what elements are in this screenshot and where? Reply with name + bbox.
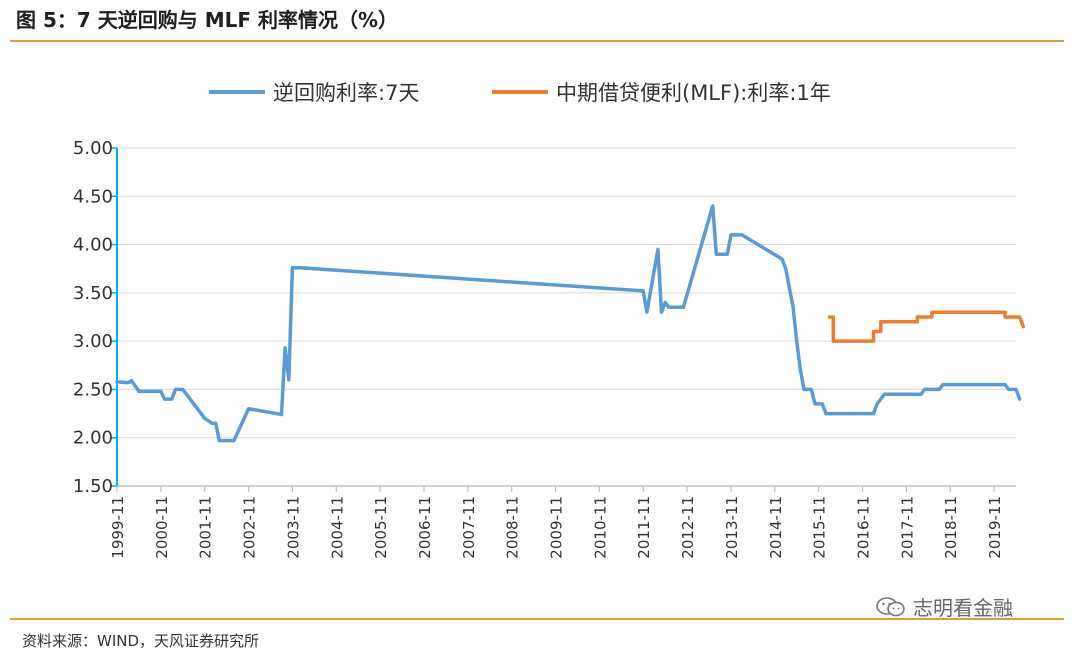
x-tick-label: 2010-11 — [591, 496, 609, 559]
chart-title: 图 5：7 天逆回购与 MLF 利率情况（%） — [16, 8, 399, 32]
top-rule — [10, 40, 1064, 42]
x-tick-label: 2018-11 — [942, 496, 960, 559]
x-tick-label: 2019-11 — [986, 496, 1004, 559]
chart-canvas: 1.50 2.00 2.50 3.00 3.50 4.00 4.50 5.00 1999-11… — [73, 81, 1026, 559]
x-tick-label: 2002-11 — [241, 496, 259, 559]
x-tick-label: 2011-11 — [635, 496, 653, 559]
x-tick-label: 2000-11 — [153, 496, 171, 559]
legend-label-1: 中期借贷便利(MLF):利率:1年 — [556, 81, 831, 105]
legend-label-0: 逆回购利率:7天 — [273, 81, 419, 105]
y-axis: 1.50 2.00 2.50 3.00 3.50 4.00 4.50 5.00 — [73, 138, 118, 497]
x-tick-label: 2007-11 — [460, 496, 478, 559]
x-tick-label: 2013-11 — [723, 496, 741, 559]
x-tick-label: 2009-11 — [548, 496, 566, 559]
watermark: 志明看金融 — [875, 592, 1013, 621]
y-tick-label: 1.50 — [73, 476, 113, 497]
x-tick-label: 1999-11 — [109, 496, 127, 559]
series-lines — [115, 204, 1026, 443]
watermark-text: 志明看金融 — [913, 596, 1013, 620]
series-line-0 — [115, 204, 1022, 443]
legend: 逆回购利率:7天 中期借贷便利(MLF):利率:1年 — [209, 81, 831, 105]
x-tick-label: 2016-11 — [855, 496, 873, 559]
x-tick-label: 2015-11 — [811, 496, 829, 559]
x-axis: 1999-11 2000-11 2001-11 2002-11 2003-11 2004-… — [109, 485, 1016, 559]
x-tick-label: 2001-11 — [197, 496, 215, 559]
y-tick-label: 3.50 — [73, 283, 113, 304]
x-tick-label: 2004-11 — [328, 496, 346, 559]
x-tick-label: 2012-11 — [679, 496, 697, 559]
bottom-rule — [10, 618, 1064, 620]
x-tick-label: 2005-11 — [372, 496, 390, 559]
x-tick-label: 2014-11 — [767, 496, 785, 559]
x-tick-label: 2006-11 — [416, 496, 434, 559]
y-tick-label: 2.50 — [73, 379, 113, 400]
y-tick-label: 5.00 — [73, 138, 113, 159]
y-tick-label: 3.00 — [73, 331, 113, 352]
x-tick-label: 2003-11 — [284, 496, 302, 559]
x-tick-label: 2017-11 — [898, 496, 916, 559]
grid-lines — [117, 147, 1016, 487]
wechat-icon — [875, 596, 907, 618]
y-tick-label: 2.00 — [73, 428, 113, 449]
y-tick-label: 4.50 — [73, 186, 113, 207]
x-tick-label: 2008-11 — [504, 496, 522, 559]
source-note: 资料来源：WIND，天风证券研究所 — [22, 632, 260, 650]
y-tick-label: 4.00 — [73, 235, 113, 256]
series-line-1 — [827, 310, 1026, 343]
